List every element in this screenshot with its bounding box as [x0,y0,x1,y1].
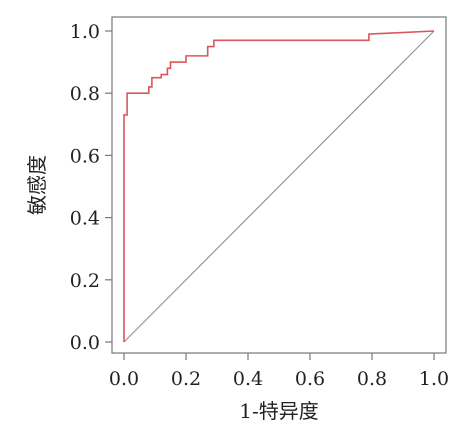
y-tick-label: 0.4 [70,208,100,230]
y-tick-label: 1.0 [70,21,100,43]
y-axis-label: 敏感度 [25,155,49,215]
x-tick-label: 0.4 [233,368,263,390]
x-tick-label: 1.0 [419,368,449,390]
x-axis-label: 1-特异度 [239,399,318,423]
x-axis-ticks: 0.0 0.2 0.4 0.6 0.8 1.0 [109,353,449,390]
y-tick-label: 0.8 [70,83,100,105]
y-tick-label: 0.2 [70,270,100,292]
x-tick-label: 0.8 [357,368,387,390]
x-tick-label: 0.0 [109,368,139,390]
reference-diagonal-line [123,30,435,343]
x-tick-label: 0.2 [171,368,201,390]
y-tick-label: 0.6 [70,145,100,167]
y-tick-label: 0.0 [70,332,100,354]
plot-frame [111,16,447,354]
x-tick-label: 0.6 [295,368,325,390]
roc-curve-line [123,30,435,342]
series-layer [123,30,435,343]
y-axis-ticks: 0.0 0.2 0.4 0.6 0.8 1.0 [70,21,112,354]
